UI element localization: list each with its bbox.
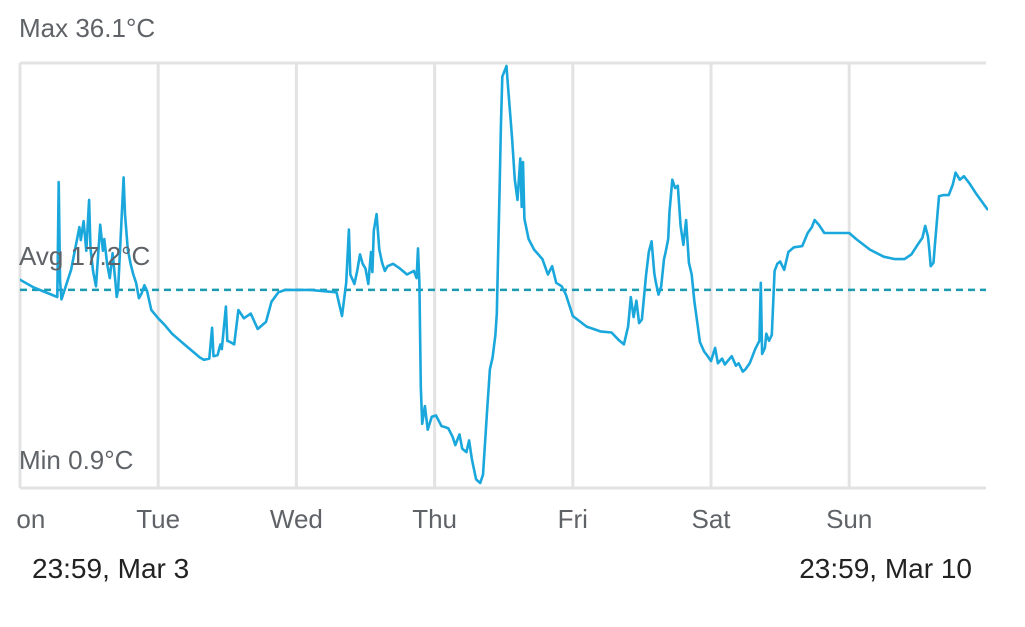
range-start-label: 23:59, Mar 3 (32, 553, 190, 584)
x-tick-label: Sun (826, 504, 872, 534)
x-tick-label: Sat (691, 504, 731, 534)
range-end-label: 23:59, Mar 10 (799, 553, 972, 584)
x-tick-label: Thu (412, 504, 457, 534)
x-tick-label: Fri (558, 504, 588, 534)
x-tick-label: Tue (136, 504, 180, 534)
temperature-series-line (20, 64, 988, 485)
chart-grid (18, 61, 986, 490)
x-tick-label: Mon (0, 504, 45, 534)
x-axis-ticks: Mon Tue Wed Thu Fri Sat Sun (0, 504, 872, 534)
max-label: Max 36.1°C (19, 13, 155, 43)
avg-label: Avg 17.2°C (19, 241, 150, 271)
min-label: Min 0.9°C (19, 445, 133, 475)
x-tick-label: Wed (270, 504, 323, 534)
